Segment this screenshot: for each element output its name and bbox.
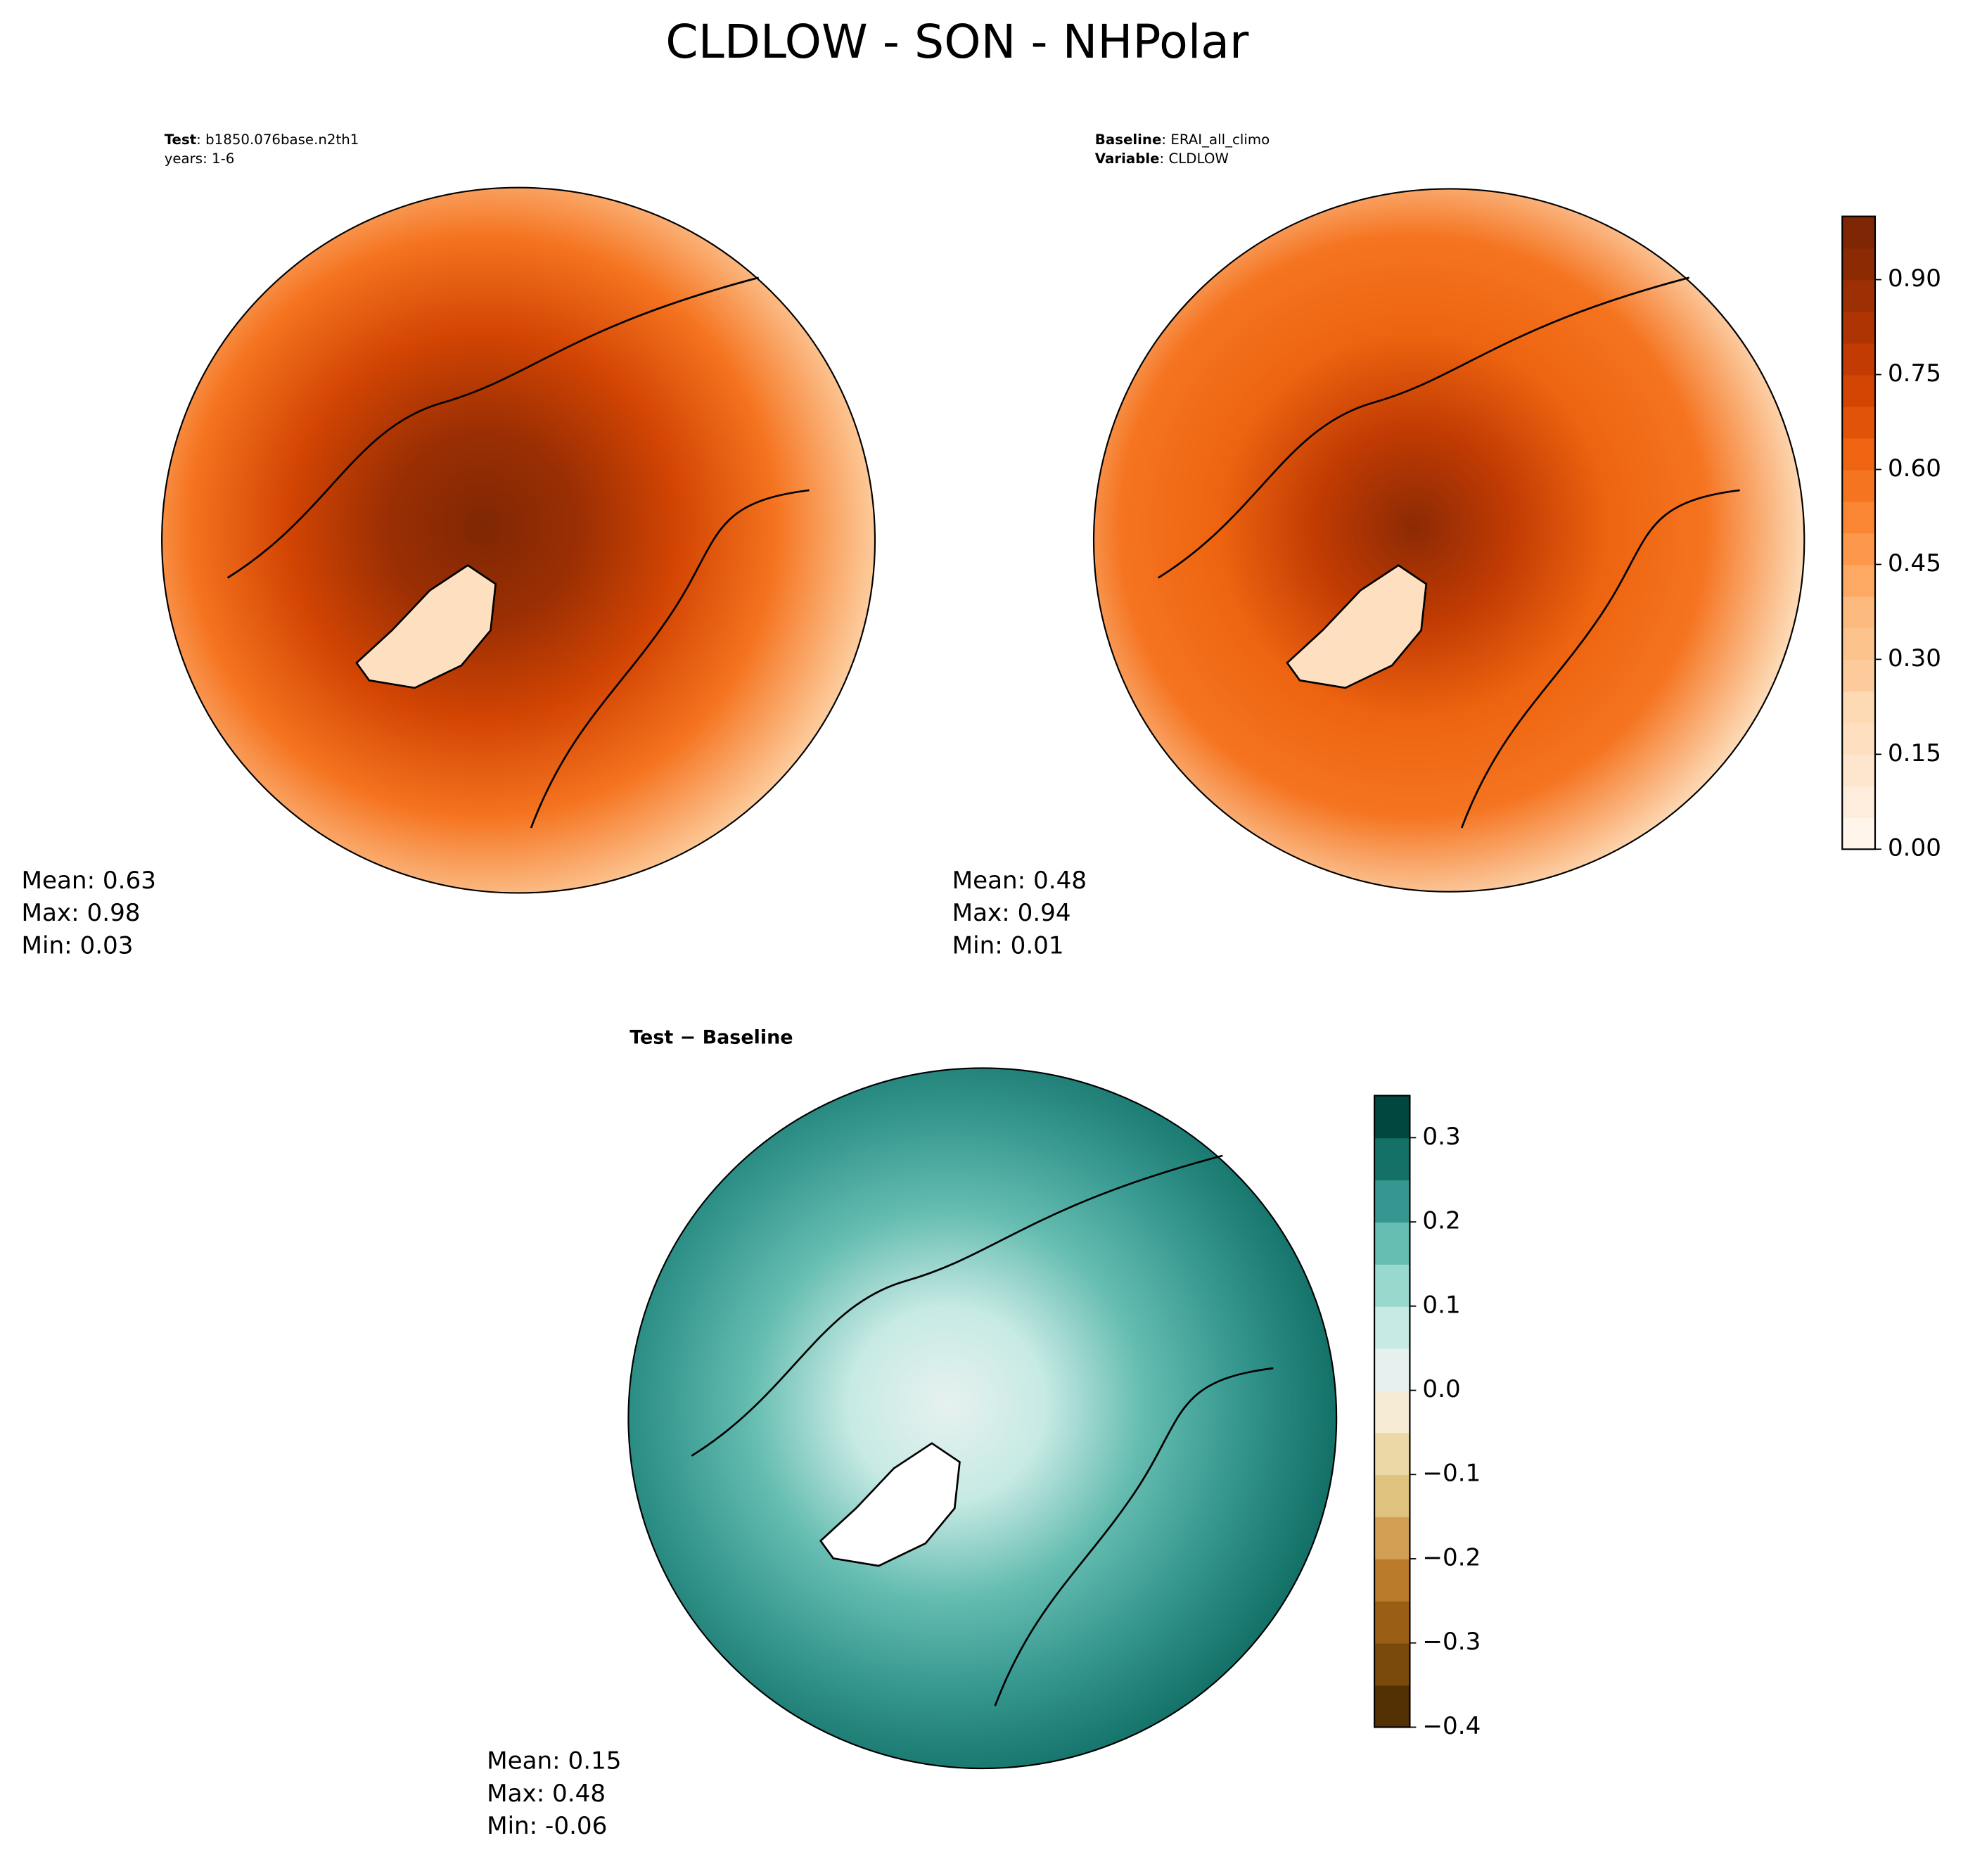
subtitle-segment: Test − Baseline — [629, 1026, 793, 1048]
coastline — [1460, 489, 1740, 829]
map-disk — [1092, 188, 1805, 893]
colorbar-tick-label: 0.45 — [1888, 549, 1941, 578]
colorbar-band — [1842, 691, 1875, 724]
panel-subtitle: Test − Baseline — [629, 1026, 793, 1048]
colorbar-tick-label: 0.1 — [1422, 1291, 1460, 1319]
colorbar-tick-label: 0.30 — [1888, 644, 1941, 672]
subtitle-segment: Test — [165, 132, 196, 148]
subtitle-segment: years: 1-6 — [165, 150, 235, 166]
colorbar-band — [1842, 406, 1875, 439]
colorbar-band — [1374, 1263, 1410, 1307]
colorbar-band — [1842, 216, 1875, 249]
subtitle-segment: Baseline — [1095, 132, 1162, 148]
colorbar-band — [1842, 596, 1875, 629]
subtitle-segment: : CLDLOW — [1160, 150, 1229, 166]
colorbar-band — [1374, 1432, 1410, 1476]
colorbar-tick-label: −0.2 — [1422, 1544, 1481, 1572]
colorbar-tick-label: 0.0 — [1422, 1375, 1460, 1403]
colorbar-tick-label: −0.4 — [1422, 1712, 1481, 1740]
coastline — [530, 489, 810, 829]
colorbar-frame — [1374, 1095, 1411, 1728]
colorbar-band — [1842, 786, 1875, 819]
colorbar-band — [1374, 1558, 1410, 1602]
colorbar-band — [1374, 1642, 1410, 1686]
colorbar-band — [1842, 817, 1875, 850]
colorbar-band — [1842, 248, 1875, 281]
colorbar-band — [1842, 438, 1875, 471]
subtitle-segment: Variable — [1095, 150, 1160, 166]
colorbar-tick-label: 0.90 — [1888, 264, 1941, 293]
colorbar-band — [1842, 627, 1875, 661]
colorbar-tick-label: 0.75 — [1888, 359, 1941, 388]
subtitle-segment: : ERAI_all_climo — [1161, 132, 1270, 148]
colorbar-frame — [1841, 215, 1877, 850]
colorbar-band — [1842, 501, 1875, 534]
panel-subtitle: Variable: CLDLOW — [1095, 150, 1229, 166]
colorbar-band — [1842, 343, 1875, 376]
colorbar-band — [1374, 1137, 1410, 1181]
colorbar-tick-label: −0.1 — [1422, 1460, 1481, 1488]
coastline — [1157, 276, 1690, 579]
panel-subtitle: Test: b1850.076base.n2th1 — [165, 132, 359, 148]
colorbar-band — [1842, 754, 1875, 787]
colorbar-band — [1374, 1306, 1410, 1349]
panel-stat: Max: 0.98 — [22, 899, 141, 927]
coastline — [355, 564, 497, 689]
colorbar-tick-label: −0.3 — [1422, 1628, 1481, 1656]
colorbar-band — [1374, 1390, 1410, 1434]
panel-subtitle: Baseline: ERAI_all_climo — [1095, 132, 1270, 148]
colorbar-band — [1842, 564, 1875, 597]
colorbar-band — [1374, 1474, 1410, 1518]
subtitle-segment: : b1850.076base.n2th1 — [196, 132, 359, 148]
panel-stat: Min: -0.06 — [487, 1812, 607, 1840]
panel-subtitle: years: 1-6 — [165, 150, 235, 166]
coastline — [819, 1442, 961, 1567]
colorbar-band — [1842, 722, 1875, 755]
panel-stat: Mean: 0.63 — [22, 867, 156, 895]
colorbar-band — [1374, 1600, 1410, 1644]
panel-stat: Max: 0.48 — [487, 1780, 606, 1808]
colorbar-tick-label: 0.15 — [1888, 739, 1941, 767]
panel-stat: Mean: 0.48 — [952, 867, 1087, 895]
coastline — [691, 1154, 1223, 1457]
colorbar-band — [1842, 279, 1875, 312]
panel-stat: Max: 0.94 — [952, 899, 1071, 927]
colorbar-band — [1374, 1685, 1410, 1728]
colorbar-band — [1842, 311, 1875, 344]
colorbar-tick-label: 0.00 — [1888, 834, 1941, 862]
colorbar-band — [1842, 469, 1875, 502]
colorbar-tick-label: 0.3 — [1422, 1123, 1460, 1151]
coastline — [994, 1367, 1274, 1706]
colorbar-tick-label: 0.60 — [1888, 454, 1941, 483]
panel-stat: Min: 0.01 — [952, 932, 1064, 960]
map-disk — [627, 1067, 1338, 1770]
colorbar-band — [1842, 532, 1875, 566]
colorbar-band — [1842, 659, 1875, 692]
coastline — [226, 276, 759, 579]
colorbar-band — [1374, 1222, 1410, 1265]
colorbar-band — [1374, 1517, 1410, 1559]
coastline — [1286, 564, 1428, 689]
colorbar-tick-label: 0.2 — [1422, 1207, 1460, 1235]
colorbar-band — [1374, 1180, 1410, 1223]
figure-title: CLDLOW - SON - NHPolar — [665, 15, 1249, 69]
map-disk — [161, 186, 876, 894]
colorbar-band — [1374, 1348, 1410, 1391]
colorbar-band — [1374, 1095, 1410, 1139]
colorbar-band — [1842, 374, 1875, 407]
panel-stat: Mean: 0.15 — [487, 1747, 621, 1775]
panel-stat: Min: 0.03 — [22, 932, 134, 960]
